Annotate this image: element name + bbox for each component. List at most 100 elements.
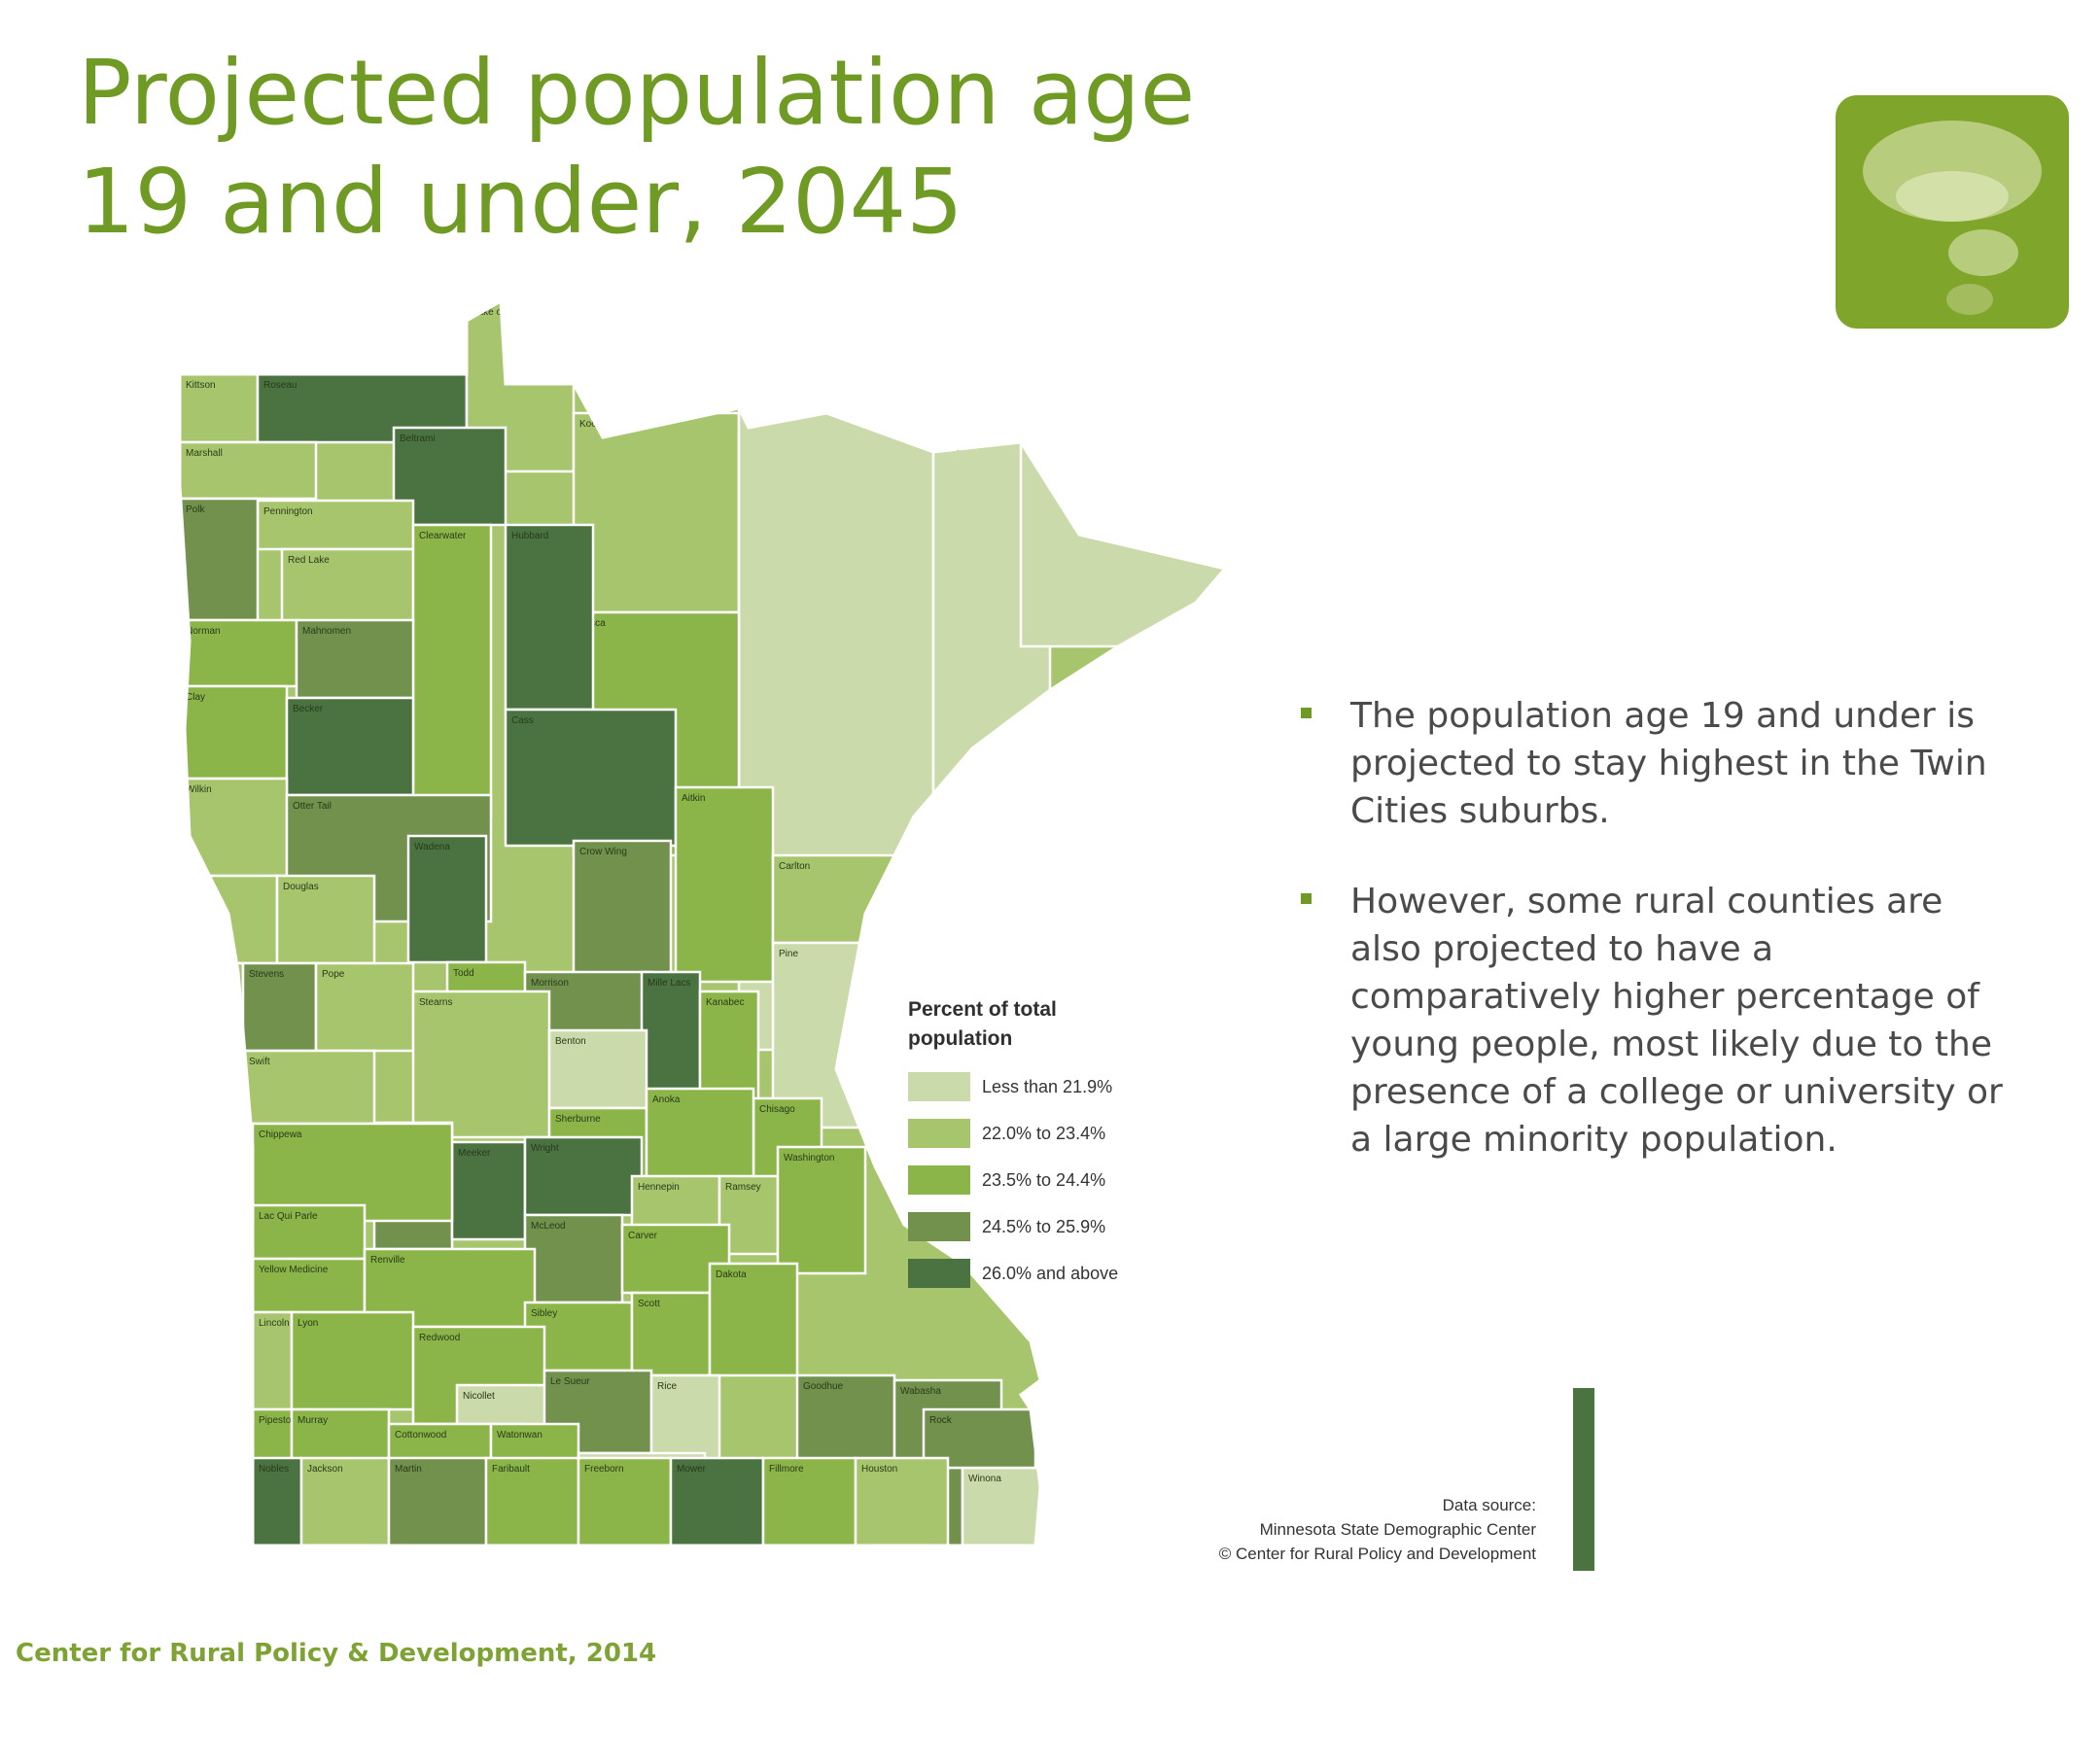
county-label: Renville	[370, 1255, 405, 1266]
legend-swatch	[908, 1212, 970, 1241]
county-label: Ramsey	[725, 1182, 761, 1193]
county-label: Chippewa	[259, 1129, 302, 1140]
legend-label: 22.0% to 23.4%	[982, 1123, 1106, 1143]
county-label: Redwood	[419, 1333, 460, 1343]
county-label: Lincoln	[259, 1318, 290, 1329]
county-region	[251, 1203, 367, 1261]
legend-title: Percent of total population	[908, 998, 1057, 1050]
legend-item: 22.0% to 23.4%	[908, 1110, 1200, 1157]
county-region	[649, 1373, 721, 1465]
county-label: Todd	[453, 968, 474, 979]
county-label: Norman	[186, 626, 221, 637]
county-region	[504, 523, 595, 712]
minnesota-county-map: Kittson Roseau Lake of the Woods Marshall Be…	[178, 298, 1228, 1546]
county-region	[776, 1145, 867, 1275]
county-label: Hennepin	[638, 1182, 680, 1193]
legend-swatch	[908, 1072, 970, 1101]
page-title: Projected population age 19 and under, 2…	[78, 39, 1195, 257]
county-label: Marshall	[186, 448, 223, 459]
legend-label: Less than 21.9%	[982, 1076, 1113, 1096]
county-label: Clearwater	[419, 531, 467, 541]
county-label: Chisago	[759, 1104, 795, 1115]
county-label: Traverse	[186, 969, 225, 980]
county-region	[180, 497, 260, 622]
county-label: Murray	[298, 1415, 328, 1426]
county-region	[406, 834, 488, 964]
county-region	[387, 1456, 488, 1546]
legend-item: Less than 21.9%	[908, 1063, 1200, 1110]
legend-item: 26.0% and above	[908, 1250, 1200, 1297]
footer-credit: Center for Rural Policy & Development, 2…	[16, 1639, 657, 1668]
county-label: Lake of the Woods	[472, 307, 553, 318]
county-region	[547, 1028, 648, 1110]
legend-swatch	[908, 1119, 970, 1148]
county-label: Freeborn	[584, 1464, 624, 1475]
county-label: Benton	[555, 1036, 586, 1047]
county-region	[180, 1059, 245, 1150]
county-label: Pope	[322, 969, 345, 980]
county-label: Mower	[677, 1464, 707, 1475]
county-label: Wadena	[414, 842, 450, 852]
county-label: Koochiching	[579, 419, 632, 430]
county-label: Carlton	[779, 861, 810, 872]
county-label: Polk	[186, 504, 205, 515]
county-region	[285, 696, 415, 797]
county-region	[280, 547, 415, 624]
county-region	[411, 990, 551, 1139]
county-label: Pennington	[263, 506, 313, 517]
county-label: Hubbard	[511, 531, 548, 541]
county-label: Morrison	[531, 978, 569, 989]
county-label: Jackson	[307, 1464, 343, 1475]
county-label: Rock	[929, 1415, 953, 1426]
county-label: Wright	[531, 1143, 559, 1154]
county-region	[484, 1456, 580, 1546]
county-label: Stevens	[249, 969, 284, 980]
county-label: Wabasha	[900, 1386, 941, 1397]
county-label: Aitkin	[682, 793, 705, 804]
county-label: Becker	[293, 704, 324, 714]
legend-label: 23.5% to 24.4%	[982, 1169, 1106, 1190]
county-label: Clay	[186, 692, 205, 703]
county-grid: Kittson Roseau Lake of the Woods Marshall Be…	[180, 301, 1225, 1546]
bullet-marker-icon	[1301, 893, 1312, 904]
source-accent-bar	[1573, 1388, 1594, 1571]
county-region	[640, 970, 702, 1100]
county-label: Rice	[657, 1381, 677, 1392]
county-label: Washington	[784, 1153, 834, 1164]
bullet-item: However, some rural counties are also pr…	[1293, 878, 2012, 1164]
bullet-item: The population age 19 and under is proje…	[1293, 692, 2012, 835]
title-line-2: 19 and under, 2045	[78, 150, 963, 254]
county-label: Meeker	[458, 1148, 491, 1159]
county-label: Pipestone	[259, 1415, 302, 1426]
county-region	[450, 1140, 527, 1241]
county-region	[504, 708, 678, 848]
county-label: Mille Lacs	[648, 978, 690, 989]
county-label: Winona	[968, 1474, 1001, 1484]
county-label: Mahnomen	[302, 626, 351, 637]
county-region	[290, 1310, 415, 1411]
county-label: Stearns	[419, 997, 452, 1008]
legend-item: 24.5% to 25.9%	[908, 1203, 1200, 1250]
county-region	[674, 785, 775, 984]
county-region	[795, 1373, 896, 1470]
county-label: Houston	[861, 1464, 897, 1475]
county-label: Dakota	[716, 1269, 747, 1280]
county-region	[669, 1456, 765, 1546]
county-label: Watonwan	[497, 1430, 542, 1441]
title-line-1: Projected population age	[78, 41, 1196, 145]
county-region	[241, 961, 318, 1053]
county-label: Cass	[511, 715, 534, 726]
county-region	[180, 618, 298, 688]
county-label: Le Sueur	[550, 1376, 590, 1387]
county-label: Martin	[395, 1464, 422, 1475]
bullet-marker-icon	[1301, 708, 1312, 718]
legend-swatch	[908, 1259, 970, 1288]
source-agency: Minnesota State Demographic Center	[1259, 1520, 1536, 1539]
thought-bubble-icon	[1836, 95, 2069, 329]
county-label: Swift	[249, 1057, 270, 1067]
county-region	[314, 961, 415, 1053]
county-label: Anoka	[652, 1094, 681, 1105]
county-label: Pine	[779, 949, 798, 959]
county-label: Beltrami	[400, 434, 436, 444]
county-label: Goodhue	[803, 1381, 844, 1392]
